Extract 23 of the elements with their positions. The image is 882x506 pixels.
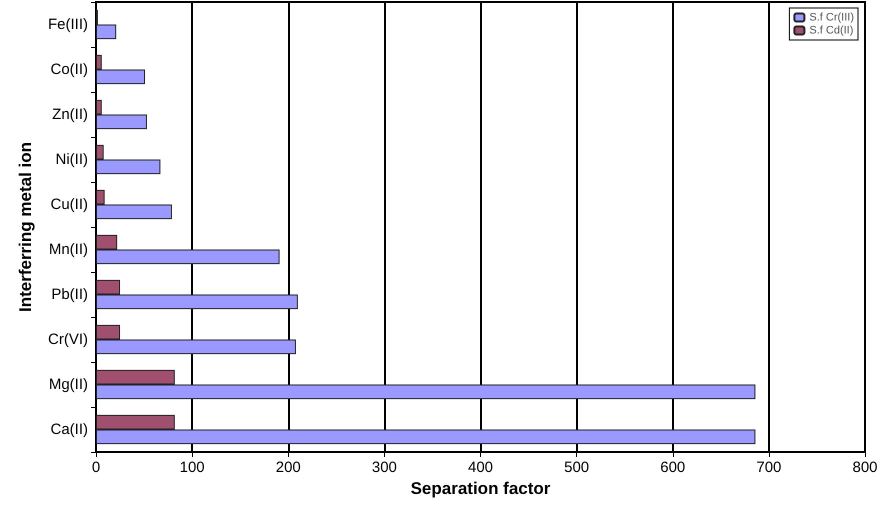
x-tick-label: 700 [756,459,782,476]
y-tick-label: Ca(II) [50,421,88,438]
x-tick-label: 200 [276,459,301,476]
y-tick-label: Fe(III) [48,16,88,33]
x-tick-label: 600 [660,459,686,476]
y-tick-label: Cu(II) [50,196,88,213]
x-tick-label: 500 [564,459,590,476]
y-axis-title: Interferring metal ion [16,142,35,312]
y-tick-label: Mg(II) [48,376,88,393]
y-tick-label: Pb(II) [51,286,88,303]
y-tick-label: Ni(II) [56,151,88,168]
y-tick-label: Co(II) [50,61,88,78]
y-tick-label: Mn(II) [48,241,88,258]
y-tick-label: Cr(VI) [48,331,88,348]
x-tick-label: 400 [468,459,494,476]
x-tick-label: 800 [852,459,878,476]
x-tick-label: 0 [92,459,100,476]
x-tick-label: 100 [180,459,205,476]
legend-label: S.f Cr(III) [809,12,854,24]
legend-label: S.f Cd(II) [809,24,854,36]
x-axis-title: Separation factor [410,478,551,498]
y-tick-label: Zn(II) [52,106,88,123]
x-tick-label: 300 [372,459,397,476]
